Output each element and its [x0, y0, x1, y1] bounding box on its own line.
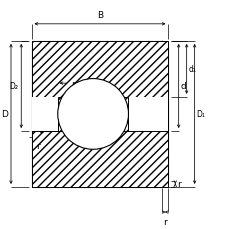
Circle shape [57, 79, 128, 150]
Text: d: d [180, 82, 186, 91]
Text: B: B [96, 11, 103, 20]
Polygon shape [31, 42, 168, 97]
Polygon shape [70, 97, 115, 131]
Text: r: r [163, 217, 166, 226]
Text: r: r [71, 79, 75, 88]
Text: D: D [1, 110, 8, 119]
Text: r: r [177, 180, 180, 188]
Text: d₁: d₁ [188, 65, 196, 74]
Text: r: r [35, 141, 39, 150]
Polygon shape [57, 97, 70, 131]
Text: D₁: D₁ [196, 110, 204, 119]
Polygon shape [31, 97, 168, 131]
Text: D₂: D₂ [9, 82, 18, 91]
Polygon shape [115, 97, 128, 131]
Polygon shape [31, 131, 168, 187]
